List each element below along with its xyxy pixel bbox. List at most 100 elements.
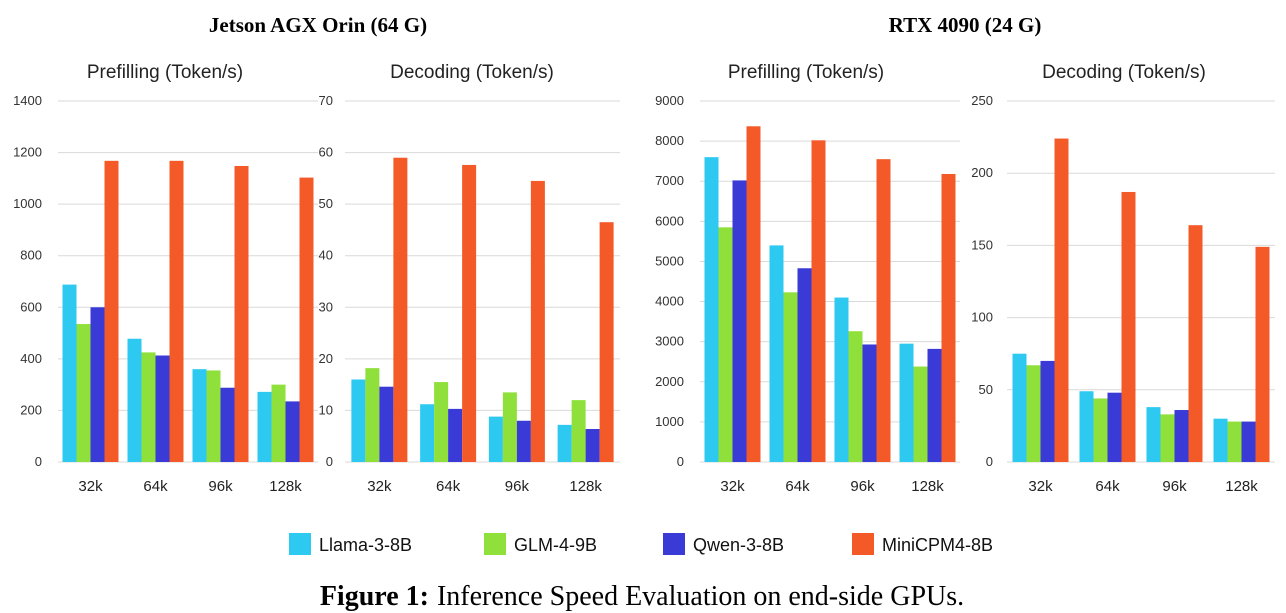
y-tick-label: 6000	[655, 213, 684, 228]
y-tick-label: 20	[319, 351, 333, 366]
x-tick-label: 64k	[143, 478, 168, 495]
bar-qwen-3-8b-96k	[862, 344, 877, 462]
y-tick-label: 8000	[655, 133, 684, 148]
y-tick-label: 0	[326, 454, 333, 469]
bar-minicpm4-8b-96k	[876, 159, 891, 462]
y-tick-label: 3000	[655, 334, 684, 349]
bar-glm-4-9b-128k	[571, 400, 586, 462]
bar-qwen-3-8b-32k	[1040, 360, 1055, 462]
panel-title: Decoding (Token/s)	[390, 62, 554, 83]
y-tick-label: 30	[319, 299, 333, 314]
group-title-rtx: RTX 4090 (24 G)	[889, 13, 1042, 37]
bar-llama-3-8b-128k	[899, 343, 914, 462]
x-tick-label: 32k	[78, 478, 103, 495]
bar-qwen-3-8b-64k	[797, 268, 812, 462]
bar-minicpm4-8b-96k	[1188, 225, 1203, 462]
bar-qwen-3-8b-32k	[379, 386, 394, 462]
y-tick-label: 200	[20, 402, 42, 417]
x-tick-label: 128k	[1225, 478, 1258, 495]
bar-qwen-3-8b-64k	[448, 408, 463, 462]
bar-llama-3-8b-96k	[1146, 407, 1161, 462]
legend-label-4: MiniCPM4-8B	[882, 535, 993, 555]
y-tick-label: 2000	[655, 374, 684, 389]
bar-llama-3-8b-96k	[834, 297, 849, 462]
y-tick-label: 600	[20, 299, 42, 314]
x-tick-label: 96k	[850, 478, 875, 495]
chart-panel-3: Prefilling (Token/s) 0 1000 2000 3000 4000 500…	[655, 62, 960, 495]
y-tick-label: 200	[971, 165, 993, 180]
legend: Llama-3-8B GLM-4-9B Qwen-3-8B MiniCPM4-8B	[289, 533, 993, 555]
panel-title: Prefilling (Token/s)	[87, 62, 243, 83]
bar-llama-3-8b-32k	[351, 379, 366, 462]
x-tick-label: 64k	[436, 478, 461, 495]
bar-qwen-3-8b-128k	[285, 401, 300, 462]
legend-label-3: Qwen-3-8B	[693, 535, 784, 555]
bar-glm-4-9b-64k	[434, 382, 449, 462]
chart-panels: Prefilling (Token/s)02004006008001000120…	[13, 62, 1275, 495]
bar-llama-3-8b-64k	[1079, 391, 1094, 462]
x-tick-label: 32k	[720, 478, 745, 495]
bar-minicpm4-8b-32k	[1054, 138, 1069, 462]
x-tick-label: 64k	[785, 478, 810, 495]
bar-qwen-3-8b-128k	[585, 428, 600, 462]
bar-minicpm4-8b-32k	[104, 160, 119, 462]
bar-llama-3-8b-128k	[257, 391, 272, 462]
y-tick-label: 0	[35, 454, 42, 469]
bar-minicpm4-8b-96k	[530, 180, 545, 462]
x-tick-label: 64k	[1095, 478, 1120, 495]
y-tick-label: 1000	[655, 414, 684, 429]
bar-qwen-3-8b-128k	[927, 348, 942, 462]
bar-qwen-3-8b-128k	[1241, 421, 1256, 462]
legend-swatch-2	[484, 533, 506, 555]
y-tick-label: 0	[986, 454, 993, 469]
bar-llama-3-8b-32k	[62, 284, 77, 462]
bar-glm-4-9b-96k	[206, 370, 221, 462]
chart-panel-2: Decoding (Token/s) 0 10 20 30 40 50 60 70 32k 64k 9…	[319, 62, 620, 495]
y-tick-label: 4000	[655, 294, 684, 309]
y-tick-label: 10	[319, 402, 333, 417]
y-tick-label: 5000	[655, 253, 684, 268]
bar-glm-4-9b-96k	[502, 392, 517, 462]
x-tick-label: 96k	[505, 478, 530, 495]
bar-minicpm4-8b-64k	[462, 164, 477, 462]
y-tick-label: 800	[20, 248, 42, 263]
x-tick-label: 32k	[367, 478, 392, 495]
bar-glm-4-9b-32k	[365, 368, 380, 462]
bar-llama-3-8b-64k	[127, 338, 142, 462]
y-tick-label: 70	[319, 93, 333, 108]
y-tick-label: 150	[971, 237, 993, 252]
legend-label-2: GLM-4-9B	[514, 535, 597, 555]
bar-glm-4-9b-64k	[141, 352, 156, 462]
chart-panel-1: Prefilling (Token/s) 0 200 400 600 800 1000 120…	[13, 62, 318, 495]
bar-llama-3-8b-128k	[557, 424, 572, 462]
y-tick-label: 40	[319, 248, 333, 263]
bar-glm-4-9b-32k	[76, 324, 91, 462]
bar-glm-4-9b-96k	[1160, 414, 1175, 462]
bar-qwen-3-8b-64k	[1107, 392, 1122, 462]
y-tick-label: 7000	[655, 173, 684, 188]
caption: Figure 1: Inference Speed Evaluation on e…	[320, 581, 964, 612]
bar-qwen-3-8b-96k	[1174, 410, 1189, 462]
panel-title: Prefilling (Token/s)	[728, 62, 884, 83]
bar-glm-4-9b-128k	[271, 384, 286, 462]
y-tick-label: 1000	[13, 196, 42, 211]
bar-llama-3-8b-128k	[1213, 418, 1228, 462]
bar-glm-4-9b-32k	[1026, 365, 1041, 462]
bar-qwen-3-8b-96k	[220, 387, 235, 462]
caption-text: Inference Speed Evaluation on end-side G…	[437, 581, 964, 612]
bar-minicpm4-8b-64k	[811, 140, 826, 462]
x-tick-label: 96k	[1162, 478, 1187, 495]
bar-qwen-3-8b-32k	[732, 180, 747, 463]
x-tick-label: 96k	[208, 478, 233, 495]
bar-llama-3-8b-96k	[488, 416, 503, 462]
y-tick-label: 250	[971, 93, 993, 108]
legend-swatch-1	[289, 533, 311, 555]
y-tick-label: 50	[979, 382, 993, 397]
bar-minicpm4-8b-128k	[1255, 246, 1270, 462]
bar-llama-3-8b-32k	[704, 157, 719, 462]
bar-glm-4-9b-128k	[1227, 421, 1242, 462]
bar-qwen-3-8b-64k	[155, 355, 170, 462]
y-tick-label: 9000	[655, 93, 684, 108]
x-tick-label: 128k	[569, 478, 602, 495]
bar-minicpm4-8b-64k	[1121, 191, 1136, 463]
